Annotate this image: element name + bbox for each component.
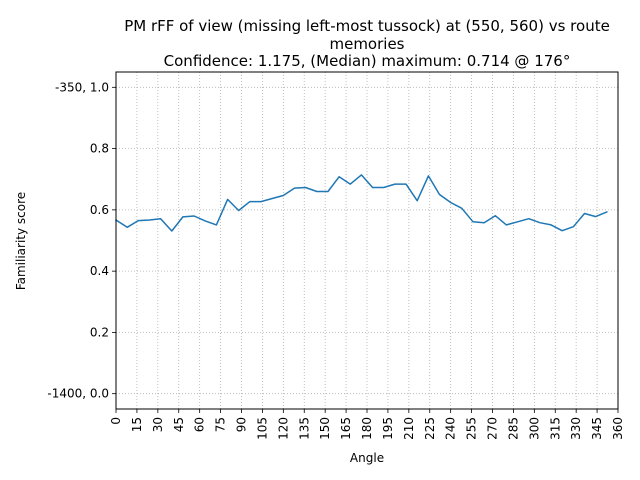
- x-tick-label: 90: [235, 417, 249, 432]
- chart-title-line-3: Confidence: 1.175, (Median) maximum: 0.7…: [164, 52, 571, 70]
- x-tick-label: 285: [506, 417, 520, 440]
- x-tick-label: 15: [130, 417, 144, 432]
- x-tick-label: 240: [444, 417, 458, 440]
- chart-title-line-2: memories: [329, 35, 404, 53]
- x-tick-label: 225: [423, 417, 437, 440]
- x-tick-label: 345: [590, 417, 604, 440]
- x-tick-label: 150: [318, 417, 332, 440]
- x-tick-label: 0: [109, 417, 123, 425]
- x-tick-label: 45: [172, 417, 186, 432]
- x-tick-label: 30: [151, 417, 165, 432]
- y-tick-label: 0.6: [90, 203, 109, 217]
- x-tick-label: 120: [276, 417, 290, 440]
- x-tick-label: 180: [360, 417, 374, 440]
- x-tick-label: 315: [548, 417, 562, 440]
- chart-title-line-1: PM rFF of view (missing left-most tussoc…: [124, 17, 610, 35]
- x-tick-label: 330: [569, 417, 583, 440]
- x-tick-label: 210: [402, 417, 416, 440]
- x-tick-label: 270: [486, 417, 500, 440]
- x-tick-label: 195: [381, 417, 395, 440]
- x-tick-label: 105: [255, 417, 269, 440]
- x-tick-label: 300: [527, 417, 541, 440]
- x-axis-label: Angle: [350, 451, 384, 465]
- y-tick-label: -1400, 0.0: [47, 387, 109, 401]
- plot-frame: [115, 71, 619, 410]
- y-axis-label: Familiarity score: [14, 192, 28, 290]
- x-tick-label: 135: [297, 417, 311, 440]
- x-tick-label: 75: [214, 417, 228, 432]
- y-axis-ticks: -1400, 0.0 0.2 0.4 0.6 0.8 -350, 1.0: [47, 80, 116, 401]
- x-tick-label: 165: [339, 417, 353, 440]
- y-tick-label: 0.2: [90, 325, 109, 339]
- series-line: [114, 174, 608, 232]
- y-tick-label: -350, 1.0: [55, 80, 109, 94]
- x-tick-label: 360: [611, 417, 625, 440]
- x-tick-label: 60: [193, 417, 207, 432]
- y-tick-label: 0.4: [90, 264, 109, 278]
- x-tick-label: 255: [465, 417, 479, 440]
- y-tick-label: 0.8: [90, 142, 109, 156]
- x-axis-ticks: 0 15 30 45 60 75 90 105 120 135 150 165 180 195 210 225…: [109, 409, 625, 440]
